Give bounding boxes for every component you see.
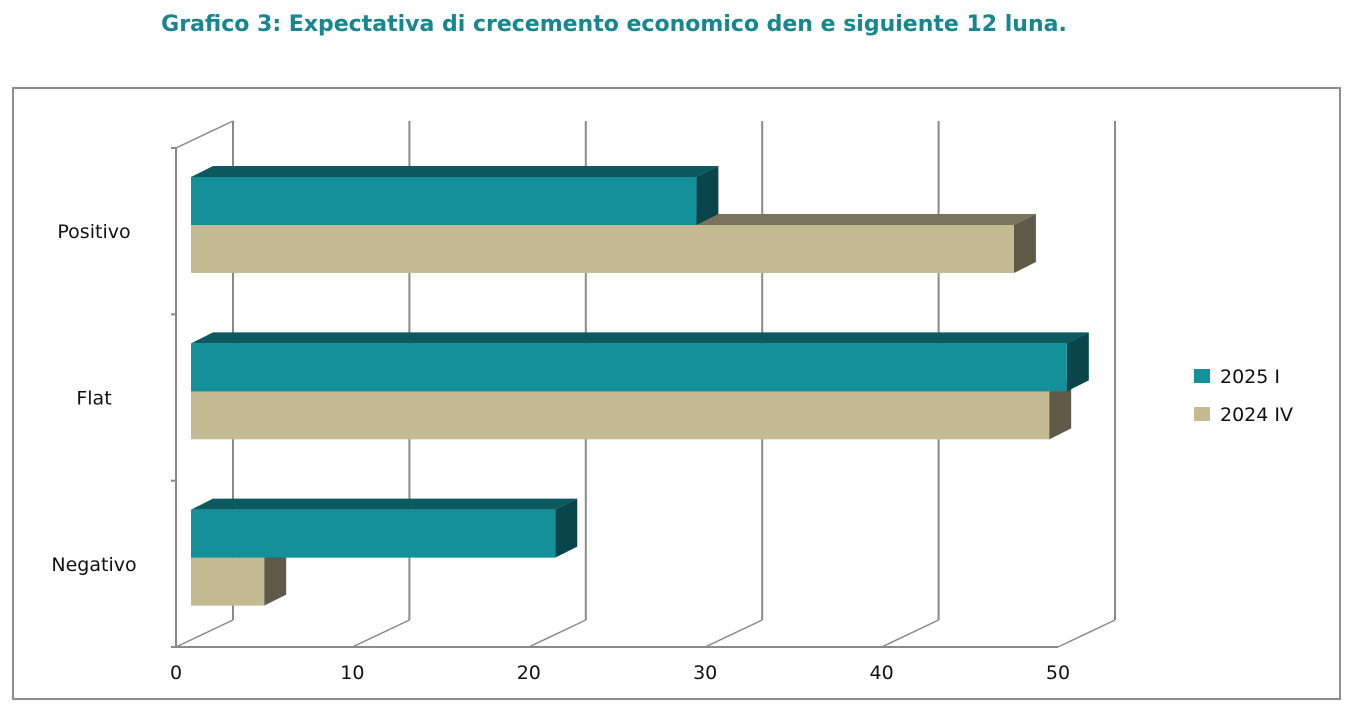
bar	[191, 391, 1050, 440]
x-tick-label: 30	[693, 662, 717, 684]
floor-gridline	[352, 619, 410, 648]
legend-swatch	[1194, 369, 1210, 383]
legend-label: 2024 IV	[1220, 404, 1293, 426]
bar-side-face	[1013, 214, 1036, 273]
category-label: Flat	[76, 388, 111, 410]
bar-top-face	[191, 332, 1089, 344]
floor-gridline	[1057, 619, 1116, 648]
floor-gridline	[881, 619, 939, 648]
x-tick-label: 40	[870, 662, 894, 684]
x-tick-label: 20	[517, 662, 541, 684]
bar-side-face	[264, 546, 287, 606]
category-label: Negativo	[51, 554, 136, 576]
bar	[191, 343, 1067, 392]
floor-gridline	[175, 619, 234, 648]
category-label: Positivo	[57, 221, 130, 243]
legend-label: 2025 I	[1220, 366, 1280, 388]
bar-side-face	[1066, 332, 1089, 392]
bar	[191, 557, 265, 606]
bar-side-face	[696, 166, 719, 225]
chart-title: Grafico 3: Expectativa di crecemento eco…	[161, 12, 1067, 37]
bar-top-face	[191, 498, 578, 510]
chart-frame	[12, 87, 1341, 700]
wall-edge	[175, 120, 234, 149]
legend-swatch	[1194, 407, 1210, 421]
x-tick-label: 0	[170, 662, 182, 684]
bar	[191, 509, 556, 558]
x-tick-label: 10	[340, 662, 364, 684]
bar-side-face	[555, 498, 578, 558]
bar	[191, 225, 1014, 273]
x-tick-label: 50	[1046, 662, 1070, 684]
floor-gridline	[528, 619, 587, 648]
bar-top-face	[191, 166, 719, 177]
floor-gridline	[704, 619, 763, 648]
bar-side-face	[1049, 380, 1072, 440]
bar	[191, 177, 697, 225]
